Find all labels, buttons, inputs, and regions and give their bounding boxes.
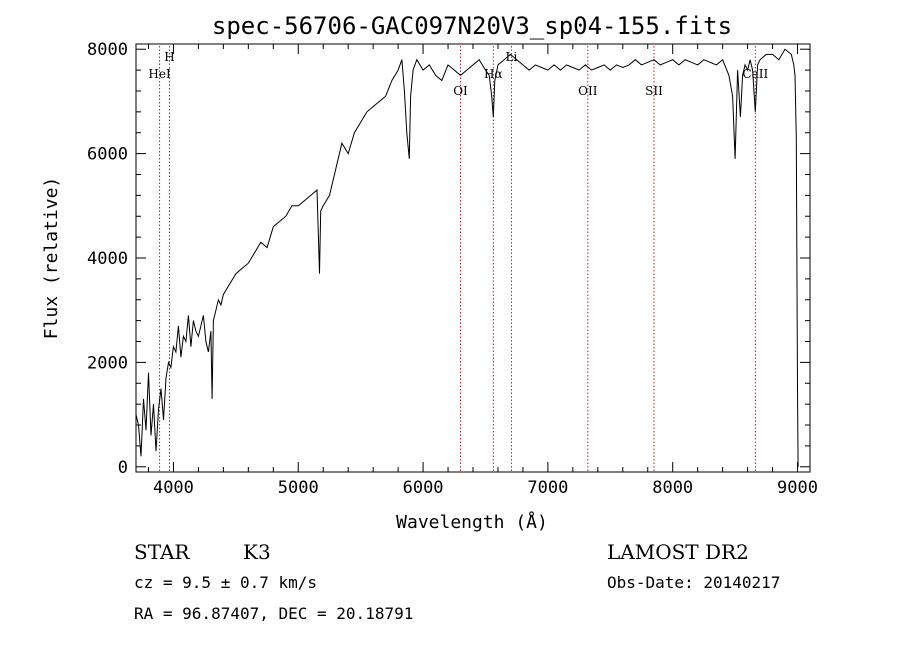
redshift-info: cz = 9.5 ± 0.7 km/s: [134, 573, 317, 592]
x-tick-label: 7000: [527, 478, 568, 498]
x-tick-label: 8000: [652, 478, 693, 498]
object-subclass: K3: [243, 540, 271, 564]
marker-label-Li: Li: [506, 50, 518, 64]
y-tick-label: 4000: [87, 249, 128, 269]
spectral-line-markers: [159, 46, 756, 472]
marker-label-OII: OII: [578, 84, 598, 98]
coordinates-info: RA = 96.87407, DEC = 20.18791: [134, 604, 413, 623]
x-axis-ticks: 4000 5000 6000 7000 8000 9000: [147, 44, 818, 498]
y-tick-label: 8000: [87, 40, 128, 60]
y-tick-label: 6000: [87, 145, 128, 165]
marker-label-H: H: [164, 50, 174, 64]
marker-label-OI: OI: [453, 84, 468, 98]
survey-name: LAMOST DR2: [607, 540, 749, 564]
y-axis-title: Flux (relative): [41, 177, 62, 340]
marker-label-CaII: CaII: [742, 67, 768, 81]
x-tick-label: 9000: [777, 478, 818, 498]
object-class: STAR: [134, 540, 190, 564]
y-tick-label: 0: [118, 458, 128, 478]
x-tick-label: 4000: [153, 478, 194, 498]
spectrum-line: [135, 48, 799, 467]
x-tick-label: 6000: [403, 478, 444, 498]
y-axis-ticks: 0 2000 4000 6000 8000: [87, 40, 810, 478]
plot-frame: [135, 43, 811, 473]
marker-label-Hα: Hα: [484, 67, 503, 81]
x-tick-label: 5000: [278, 478, 319, 498]
chart-title: spec-56706-GAC097N20V3_sp04-155.fits: [212, 12, 732, 40]
marker-label-SII: SII: [645, 84, 663, 98]
observation-date: Obs-Date: 20140217: [607, 573, 780, 592]
x-axis-title: Wavelength (Å): [396, 511, 548, 533]
marker-label-HeI: HeI: [148, 67, 171, 81]
y-tick-label: 2000: [87, 353, 128, 373]
